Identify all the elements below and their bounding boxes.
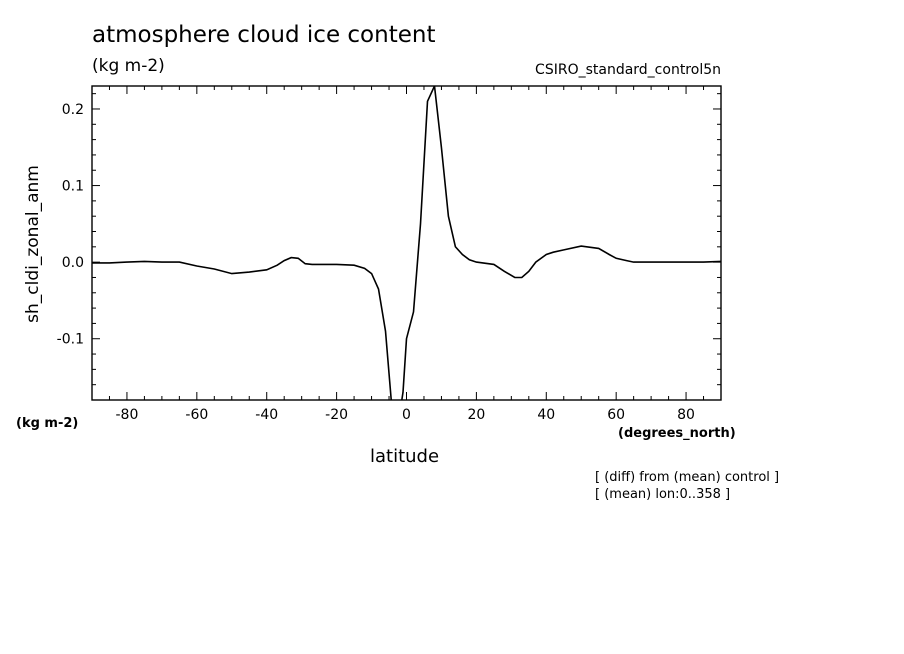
x-tick-label: -20: [325, 407, 348, 423]
note-mean-lon-range: [ (mean) lon:0..358 ]: [595, 487, 731, 502]
y-axis-units: (kg m-2): [16, 416, 79, 431]
axis-ticks: [91, 86, 722, 401]
x-tick-label: -80: [116, 407, 139, 423]
y-tick-label: 0.2: [62, 102, 84, 118]
x-tick-label: 80: [677, 407, 695, 423]
x-tick-label: 40: [537, 407, 555, 423]
series-line: [92, 86, 721, 400]
dataset-source-label: CSIRO_standard_control5n: [535, 62, 721, 78]
axis-tick-labels: -80 -60 -40 -20 0 20 40 60 80 -0.1 0.0 0.1 0.2: [57, 102, 695, 423]
y-tick-label: 0.0: [62, 255, 84, 271]
note-diff-from-control: [ (diff) from (mean) control ]: [595, 470, 780, 485]
chart-title: atmosphere cloud ice content: [92, 22, 436, 48]
x-tick-label: 60: [607, 407, 625, 423]
x-axis-label: latitude: [370, 446, 440, 467]
y-tick-label: -0.1: [57, 332, 84, 348]
x-axis-units: (degrees_north): [618, 426, 736, 441]
x-tick-label: -40: [255, 407, 278, 423]
x-tick-label: -60: [185, 407, 208, 423]
x-tick-label: 0: [402, 407, 411, 423]
x-tick-label: 20: [467, 407, 485, 423]
plot-frame: [91, 85, 722, 401]
y-tick-label: 0.1: [62, 179, 84, 195]
chart-units-subtitle: (kg m-2): [92, 56, 165, 76]
